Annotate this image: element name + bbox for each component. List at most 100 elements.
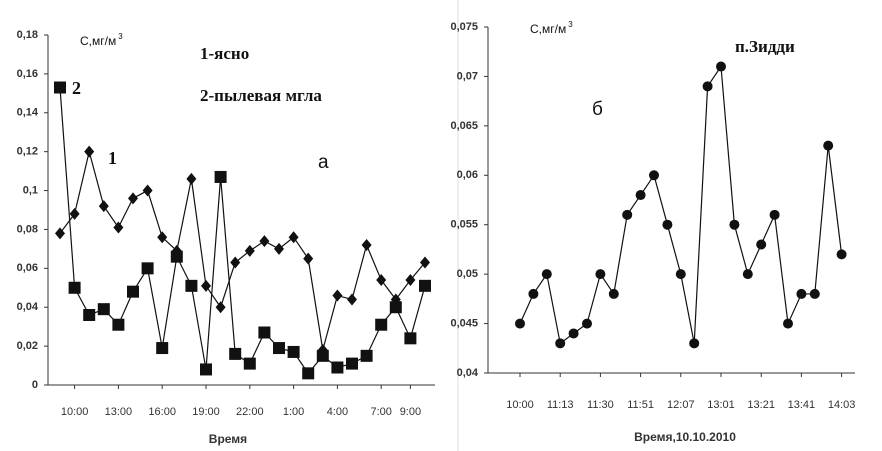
marker [635, 190, 646, 201]
marker [689, 338, 700, 349]
marker [405, 274, 416, 286]
marker [273, 342, 285, 355]
y-tick-label: 0,06 [17, 262, 38, 274]
marker [702, 81, 713, 92]
y-unit-power: 3 [118, 32, 123, 41]
marker [141, 262, 154, 275]
x-tick-label: 22:00 [236, 406, 264, 418]
x-tick-label: 13:01 [707, 399, 735, 411]
marker [420, 256, 430, 269]
marker [515, 318, 525, 329]
marker [716, 61, 726, 72]
marker [287, 345, 300, 358]
marker [68, 281, 81, 294]
x-tick-label: 10:00 [506, 399, 534, 411]
marker [332, 289, 343, 302]
y-tick-label: 0,14 [17, 107, 39, 119]
marker [185, 279, 198, 292]
marker [200, 363, 212, 376]
marker [662, 219, 673, 230]
marker [274, 242, 284, 255]
y-unit: С,мг/м 3 [530, 20, 573, 36]
marker [608, 288, 619, 299]
marker [783, 318, 793, 329]
marker [302, 367, 315, 380]
x-tick-label: 13:21 [747, 399, 775, 411]
marker [128, 192, 138, 205]
marker [756, 239, 767, 250]
y-tick-label: 0,12 [17, 146, 38, 158]
marker [836, 249, 847, 260]
y-tick-label: 0,07 [457, 70, 478, 82]
y-tick-label: 0,045 [450, 317, 478, 329]
x-tick-label: 9:00 [400, 406, 421, 418]
y-tick-label: 0,04 [17, 301, 39, 313]
x-tick-label: 11:51 [627, 399, 654, 411]
marker [112, 318, 125, 331]
marker [331, 361, 344, 374]
x-tick-label: 1:00 [283, 406, 304, 418]
x-tick-label: 7:00 [370, 406, 391, 418]
x-tick-label: 19:00 [192, 406, 220, 418]
marker [622, 209, 633, 220]
marker [809, 288, 820, 299]
y-tick-label: 0,08 [17, 223, 38, 235]
marker [98, 200, 109, 213]
marker [288, 231, 299, 244]
x-tick-label: 16:00 [148, 406, 176, 418]
x-tick-label: 11:13 [547, 399, 574, 411]
marker [54, 81, 66, 94]
marker [419, 279, 431, 292]
marker [201, 279, 211, 292]
marker [796, 288, 807, 299]
marker [230, 256, 241, 269]
marker [649, 170, 659, 181]
marker [555, 338, 566, 349]
y-unit: С,мг/м 3 [80, 32, 123, 48]
y-tick-label: 0,02 [17, 340, 38, 352]
marker [769, 209, 780, 220]
y-tick-label: 0,055 [450, 219, 478, 231]
marker [170, 250, 183, 263]
y-tick-label: 0,16 [17, 68, 38, 80]
panel-label: б [592, 99, 603, 120]
marker [582, 318, 592, 329]
marker [675, 269, 686, 280]
y-tick-label: 0,1 [23, 184, 38, 196]
marker [404, 332, 417, 345]
x-tick-label: 12:07 [667, 399, 695, 411]
marker [229, 347, 242, 360]
marker [244, 244, 255, 257]
marker [823, 140, 834, 151]
marker [729, 219, 740, 230]
marker [375, 318, 388, 331]
marker [157, 231, 168, 244]
y-unit-power: 3 [568, 20, 573, 29]
x-tick-label: 10:00 [61, 406, 89, 418]
marker [316, 349, 329, 362]
marker [84, 145, 95, 158]
x-axis-title: Время [209, 432, 247, 446]
marker [346, 357, 358, 370]
y-tick-label: 0,06 [457, 169, 478, 181]
series-label: 2 [72, 78, 81, 98]
marker [113, 221, 124, 234]
note: 1-ясно [200, 44, 249, 63]
y-unit-text: С,мг/м [530, 22, 566, 36]
marker [303, 252, 314, 265]
marker [215, 301, 226, 314]
marker [127, 285, 139, 298]
marker [186, 172, 197, 185]
y-unit-text: С,мг/м [80, 34, 116, 48]
marker [360, 349, 373, 362]
x-tick-label: 14:03 [828, 399, 856, 411]
chart-title: п.Зидди [735, 37, 795, 56]
marker [259, 235, 270, 248]
marker [389, 301, 402, 314]
x-tick-label: 13:41 [788, 399, 816, 411]
y-tick-label: 0,18 [17, 29, 38, 41]
x-tick-label: 11:30 [587, 399, 614, 411]
x-tick-label: 4:00 [327, 406, 348, 418]
